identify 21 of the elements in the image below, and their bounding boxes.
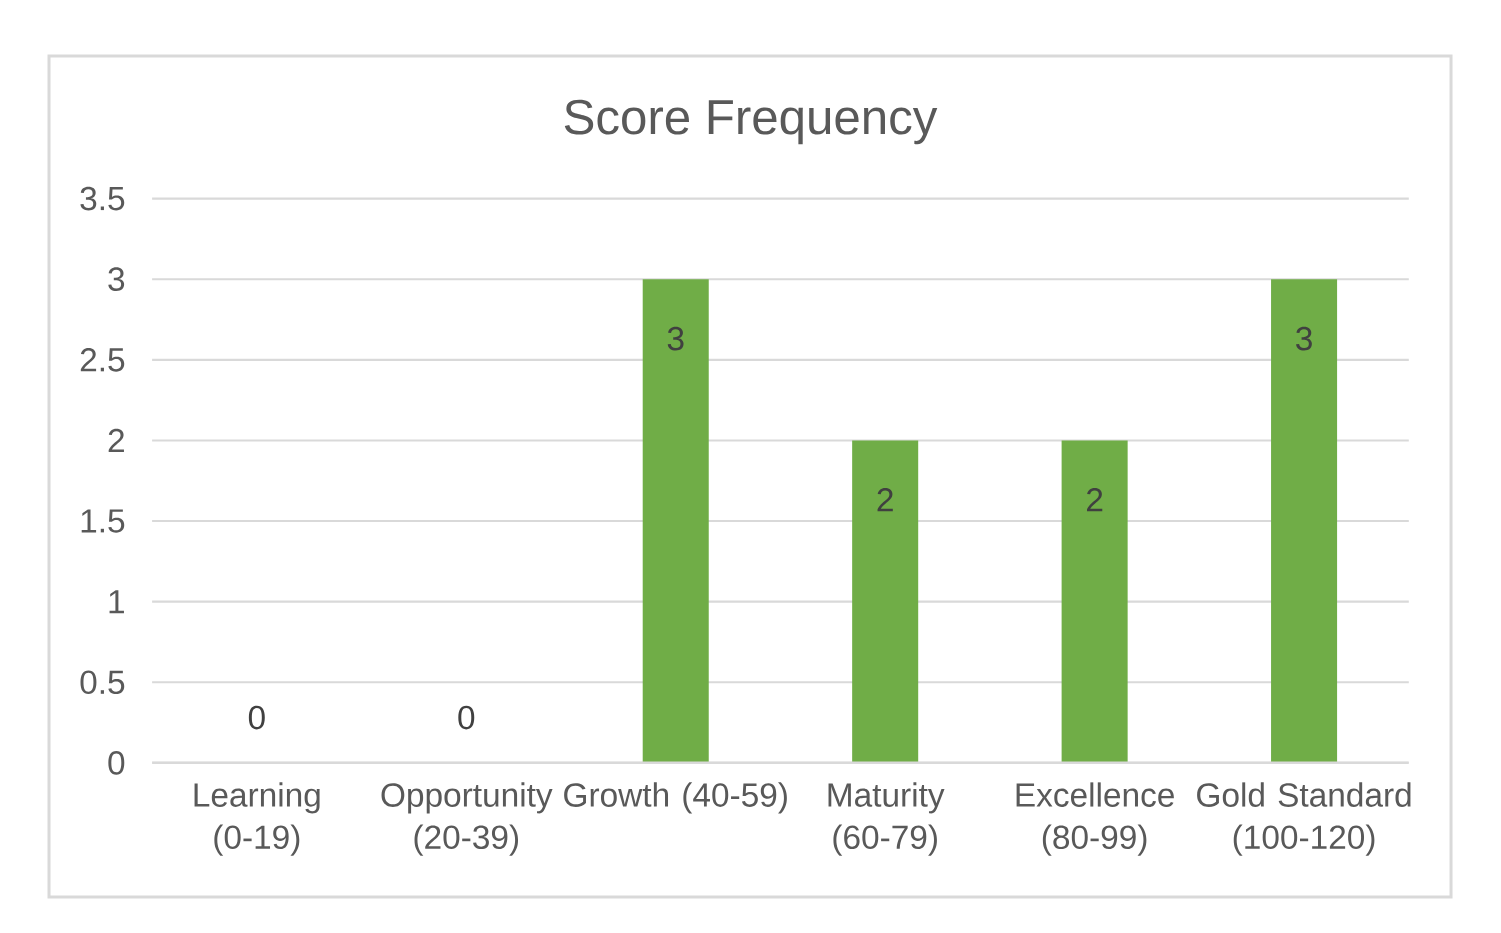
data-label: 0 [248, 705, 265, 730]
data-label: 0 [458, 705, 475, 730]
data-label: 2 [877, 488, 893, 512]
x-tick-label: Maturity (60-79) [828, 782, 945, 856]
y-tick-label: 3 [108, 267, 125, 292]
y-tick-label: 1.5 [81, 509, 125, 533]
x-tick-label: Gold Standard (100-120) [1197, 782, 1411, 856]
x-tick-label: Growth (40-59) [564, 782, 787, 814]
x-tick-label: Opportunity (20-39) [381, 782, 553, 856]
data-label: 2 [1087, 488, 1103, 512]
y-tick-label: 0.5 [80, 670, 125, 695]
y-tick-label: 3.5 [80, 186, 125, 211]
y-tick-label: 0 [108, 751, 125, 775]
data-label: 3 [667, 326, 684, 351]
x-tick-label: Excellence (80-99) [1016, 782, 1174, 856]
y-tick-label: 2.5 [80, 347, 125, 372]
data-label: 3 [1296, 326, 1312, 351]
x-tick-label: Learning (0-19) [194, 782, 320, 856]
y-tick-label: 1 [109, 590, 124, 614]
y-tick-label: 2 [108, 428, 124, 453]
chart-title: Score Frequency [564, 99, 938, 145]
